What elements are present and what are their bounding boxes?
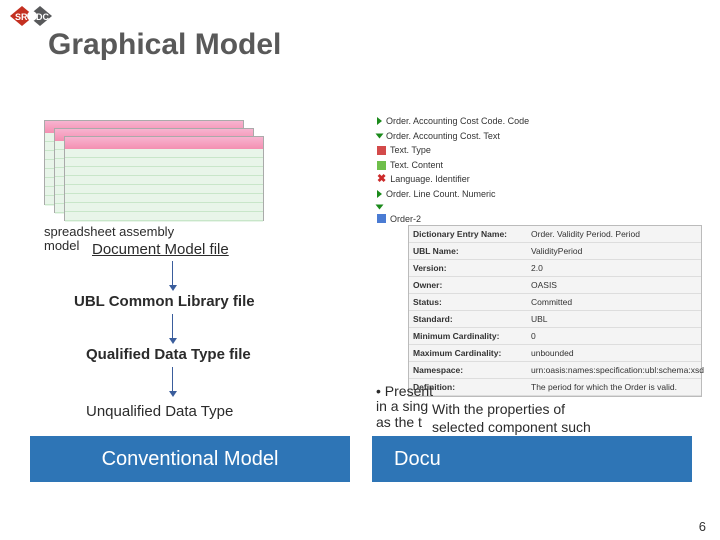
- document-model-file: Document Model file: [92, 241, 229, 258]
- tree-row[interactable]: Order. Accounting Cost. Text: [377, 129, 702, 144]
- component-tree[interactable]: Order. Accounting Cost Code. Code Order.…: [377, 114, 702, 226]
- tree-row[interactable]: ✖Language. Identifier: [377, 172, 702, 187]
- flow-arrow: [172, 314, 173, 338]
- svg-text:SR: SR: [15, 12, 28, 22]
- spreadsheet-stack: [44, 120, 264, 220]
- document-panel: Docu: [372, 436, 692, 482]
- property-panel: Dictionary Entry Name:Order. Validity Pe…: [408, 225, 702, 397]
- expand-icon[interactable]: [377, 190, 382, 198]
- prop-row: Maximum Cardinality:unbounded: [409, 345, 701, 362]
- ubl-common-library-file: UBL Common Library file: [74, 293, 255, 310]
- qualified-data-type-file: Qualified Data Type file: [86, 346, 251, 363]
- collapse-icon[interactable]: [376, 133, 384, 138]
- prop-row: Definition:The period for which the Orde…: [409, 379, 701, 396]
- svg-text:DC: DC: [36, 12, 49, 22]
- expand-icon[interactable]: [377, 117, 382, 125]
- collapse-icon[interactable]: [376, 204, 384, 209]
- prop-row: Namespace:urn:oasis:names:specification:…: [409, 362, 701, 379]
- prop-row: Standard:UBL: [409, 311, 701, 328]
- prop-row: Dictionary Entry Name:Order. Validity Pe…: [409, 226, 701, 243]
- tree-row[interactable]: Order. Accounting Cost Code. Code: [377, 114, 702, 129]
- tree-row[interactable]: Text. Content: [377, 158, 702, 173]
- type-icon: [377, 146, 386, 155]
- slide-title: Graphical Model: [48, 28, 281, 62]
- page-number: 6: [699, 519, 706, 534]
- tree-row[interactable]: Text. Type: [377, 143, 702, 158]
- prop-row: UBL Name:ValidityPeriod: [409, 243, 701, 260]
- prop-row: Minimum Cardinality:0: [409, 328, 701, 345]
- tree-row[interactable]: Order-2: [377, 212, 702, 227]
- excluded-icon: ✖: [377, 175, 386, 184]
- prop-row: Status:Committed: [409, 294, 701, 311]
- flow-arrow: [172, 367, 173, 391]
- content-icon: [377, 161, 386, 170]
- tree-row[interactable]: Order. Line Count. Numeric: [377, 187, 702, 202]
- tree-row[interactable]: [377, 202, 702, 212]
- bullet-text: • Present in a sing as the t: [376, 384, 433, 430]
- conventional-model-panel: Conventional Model: [30, 436, 350, 482]
- flow-arrow: [172, 261, 173, 285]
- node-icon: [377, 214, 386, 223]
- prop-row: Version:2.0: [409, 260, 701, 277]
- unqualified-data-type: Unqualified Data Type: [86, 403, 233, 420]
- prop-row: Owner:OASIS: [409, 277, 701, 294]
